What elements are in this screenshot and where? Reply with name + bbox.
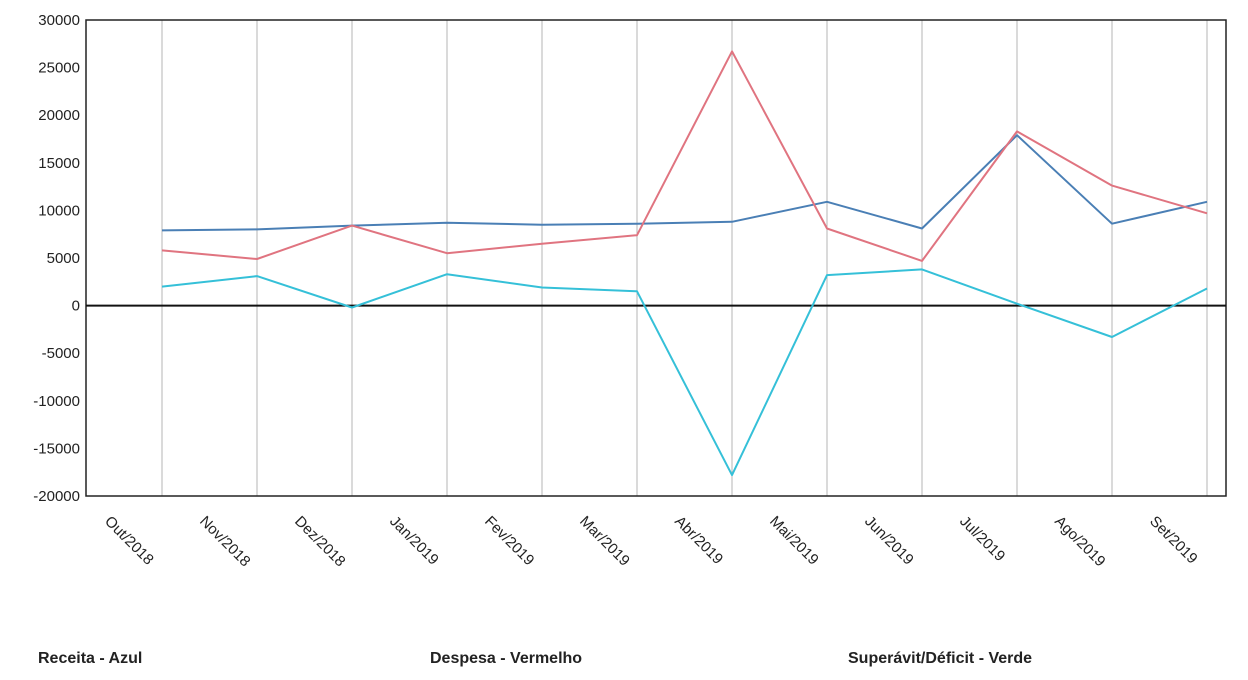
- series-line-receita: [161, 134, 1208, 232]
- plot-frame: [85, 19, 1227, 497]
- x-tick-label: Out/2018: [101, 513, 157, 569]
- y-tick-label: -10000: [33, 393, 80, 410]
- x-tick-label: Jul/2019: [956, 513, 1008, 565]
- grid: [161, 20, 1208, 496]
- axes: [85, 19, 1227, 497]
- x-tick-labels: Out/2018 Nov/2018 Dez/2018 Jan/2019 Fev/2019…: [101, 513, 1200, 570]
- y-tick-label: -5000: [42, 345, 80, 362]
- x-tick-label: Jan/2019: [386, 513, 442, 569]
- x-tick-label: Ago/2019: [1051, 513, 1108, 570]
- y-tick-labels: 30000 25000 20000 15000 10000 5000 0 -5000 -1000…: [33, 12, 80, 505]
- x-tick-label: Nov/2018: [196, 513, 253, 570]
- y-tick-label: 5000: [47, 250, 80, 267]
- x-tick-label: Abr/2019: [671, 513, 726, 568]
- y-tick-label: -20000: [33, 488, 80, 505]
- y-tick-label: 25000: [38, 60, 80, 77]
- x-tick-label: Mai/2019: [766, 513, 822, 569]
- y-tick-label: 0: [72, 298, 80, 315]
- series-group: [161, 50, 1208, 477]
- legend-despesa: Despesa - Vermelho: [430, 650, 583, 667]
- y-tick-label: 20000: [38, 107, 80, 124]
- series-line-super-vit-d-ficit: [161, 268, 1208, 477]
- x-tick-label: Mar/2019: [576, 513, 633, 570]
- y-tick-label: -15000: [33, 440, 80, 457]
- legend-superavit: Superávit/Déficit - Verde: [848, 650, 1033, 667]
- y-tick-label: 15000: [38, 155, 80, 172]
- x-tick-label: Jun/2019: [861, 513, 917, 569]
- y-tick-label: 10000: [38, 202, 80, 219]
- x-tick-label: Dez/2018: [291, 513, 348, 570]
- series-line-despesa: [161, 50, 1208, 262]
- y-tick-label: 30000: [38, 12, 80, 29]
- x-tick-label: Set/2019: [1146, 513, 1200, 567]
- legend-receita: Receita - Azul: [38, 650, 143, 667]
- x-tick-label: Fev/2019: [481, 513, 537, 569]
